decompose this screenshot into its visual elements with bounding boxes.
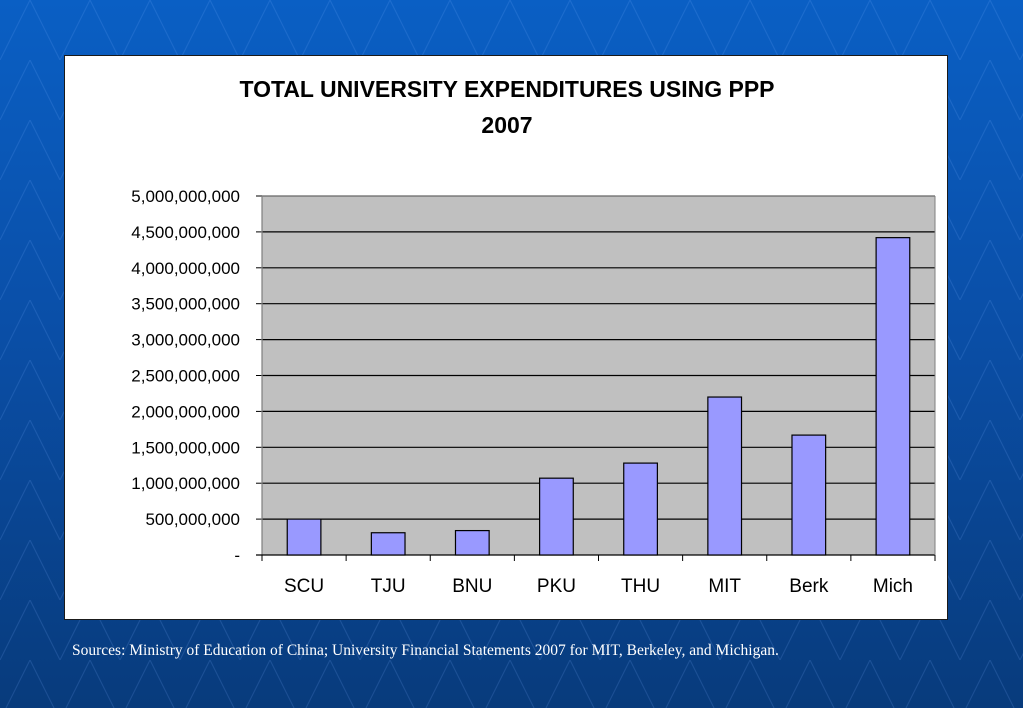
x-tick-label: PKU <box>537 576 576 597</box>
bar-chart: - 500,000,000 1,000,000,000 1,500,000,000 2,… <box>131 187 936 597</box>
bar-scu <box>286 518 322 556</box>
chart-subtitle: 2007 <box>481 112 533 138</box>
x-tick-label: BNU <box>452 576 492 597</box>
y-tick-label: 2,500,000,000 <box>131 367 240 386</box>
bar-berk <box>791 434 827 556</box>
y-tick-label: 4,500,000,000 <box>131 223 240 242</box>
x-tick-label: TJU <box>371 576 406 597</box>
x-tick-label: MIT <box>708 576 741 597</box>
chart-title: TOTAL UNIVERSITY EXPENDITURES USING PPP <box>239 76 775 102</box>
y-tick-label: 3,000,000,000 <box>131 331 240 350</box>
sources-note: Sources: Ministry of Education of China;… <box>72 642 779 659</box>
bar-tju <box>370 532 406 556</box>
x-tick-label: Berk <box>789 576 829 597</box>
y-tick-label: 1,500,000,000 <box>131 438 240 457</box>
x-tick-label: THU <box>621 576 660 597</box>
x-tick-label: SCU <box>284 576 324 597</box>
y-tick-label: 2,000,000,000 <box>131 402 240 421</box>
chart-panel: TOTAL UNIVERSITY EXPENDITURES USING PPP … <box>64 55 948 620</box>
x-tick-label: Mich <box>873 576 913 597</box>
bar-mich <box>875 237 911 556</box>
bar-bnu <box>454 529 490 556</box>
bar-thu <box>623 462 658 556</box>
y-tick-label: 1,000,000,000 <box>131 474 240 493</box>
bar-mit <box>707 396 743 556</box>
bar-pku <box>539 477 574 556</box>
y-tick-label: 5,000,000,000 <box>131 187 240 206</box>
y-tick-label: 500,000,000 <box>145 510 240 529</box>
y-tick-label: - <box>234 546 240 565</box>
y-tick-label: 3,500,000,000 <box>131 295 240 314</box>
y-tick-label: 4,000,000,000 <box>131 259 240 278</box>
